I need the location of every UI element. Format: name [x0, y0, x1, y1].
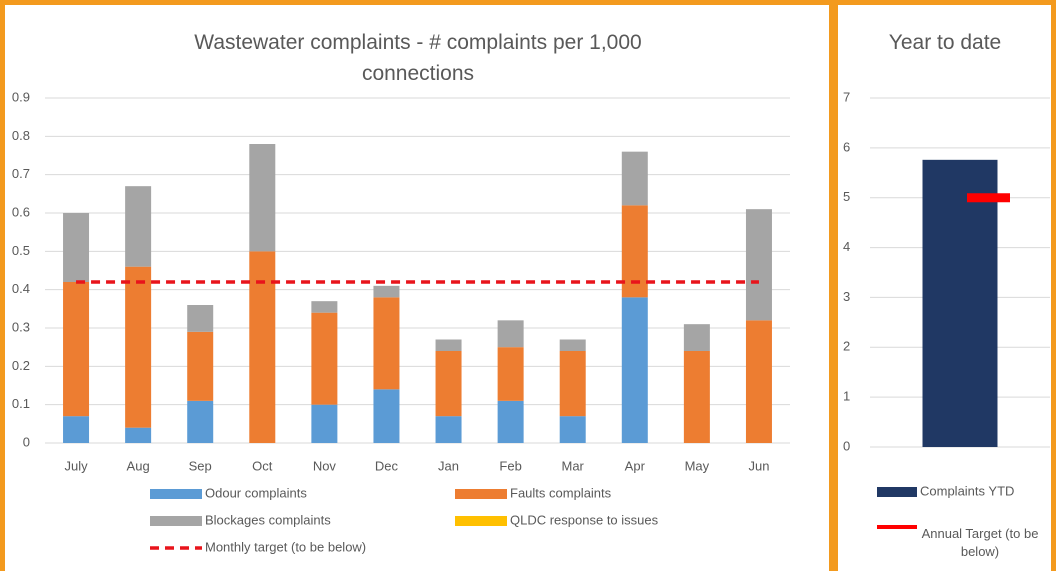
y-tick-label: 0	[23, 434, 30, 449]
y-tick-label: 1	[843, 389, 850, 404]
x-tick-label: Jan	[438, 458, 459, 473]
bar	[435, 351, 462, 417]
y-tick-label: 0.7	[12, 166, 30, 181]
y-tick-label: 0.8	[12, 128, 30, 143]
legend-swatch	[455, 489, 507, 499]
bar	[745, 209, 772, 321]
y-tick-label: 0.2	[12, 358, 30, 373]
y-tick-label: 2	[843, 339, 850, 354]
bar	[621, 297, 648, 443]
bar	[187, 331, 214, 401]
x-tick-label: Jun	[748, 458, 769, 473]
chart-title: Year to date	[888, 31, 1002, 54]
bar	[63, 282, 90, 417]
bar	[249, 251, 276, 443]
chart-title: Wastewater complaints - # complaints per…	[194, 31, 642, 85]
legend-label: Annual Target (to be below)	[921, 526, 1039, 559]
y-tick-label: 0.6	[12, 204, 30, 219]
bar	[63, 213, 90, 282]
legend-label: QLDC response to issues	[510, 512, 659, 527]
bar	[683, 324, 710, 351]
legend-label: Odour complaints	[205, 485, 307, 500]
x-tick-label: Dec	[375, 458, 399, 473]
legend-label: Monthly target (to be below)	[205, 539, 366, 554]
bar	[125, 186, 152, 267]
x-tick-label: Nov	[313, 458, 337, 473]
y-tick-label: 6	[843, 139, 850, 154]
y-tick-label: 0.4	[12, 281, 30, 296]
bar	[63, 416, 90, 443]
bar	[683, 351, 710, 443]
bar	[621, 151, 648, 206]
bar	[497, 347, 524, 401]
y-tick-label: 0	[843, 438, 850, 453]
bar	[922, 159, 998, 447]
legend-swatch	[150, 489, 202, 499]
legend-swatch	[455, 516, 507, 526]
x-tick-label: Oct	[252, 458, 273, 473]
legend-label: Complaints YTD	[920, 483, 1014, 498]
x-tick-label: Mar	[562, 458, 585, 473]
bar	[373, 285, 400, 298]
bar	[311, 404, 338, 443]
x-tick-label: Apr	[625, 458, 646, 473]
bar	[559, 416, 586, 443]
y-tick-label: 3	[843, 289, 850, 304]
y-tick-label: 0.1	[12, 396, 30, 411]
bar	[745, 320, 772, 443]
legend-swatch	[150, 516, 202, 526]
bar	[435, 416, 462, 443]
x-tick-label: Sep	[189, 458, 212, 473]
x-tick-label: May	[685, 458, 710, 473]
bar	[497, 400, 524, 443]
bar	[125, 266, 152, 428]
bar	[497, 320, 524, 348]
bar	[187, 400, 214, 443]
y-tick-label: 4	[843, 239, 850, 254]
y-tick-label: 5	[843, 189, 850, 204]
bar	[373, 297, 400, 390]
x-tick-label: July	[64, 458, 88, 473]
bar	[187, 305, 214, 332]
x-tick-label: Feb	[499, 458, 521, 473]
x-tick-label: Aug	[127, 458, 150, 473]
legend-swatch	[877, 487, 917, 497]
y-tick-label: 7	[843, 89, 850, 104]
y-tick-label: 0.9	[12, 89, 30, 104]
legend-label: Blockages complaints	[205, 512, 331, 527]
y-tick-label: 0.5	[12, 243, 30, 258]
bar	[435, 339, 462, 351]
bar	[559, 339, 586, 351]
bar	[559, 351, 586, 417]
bar	[311, 301, 338, 313]
legend-label: Faults complaints	[510, 485, 612, 500]
bar	[373, 389, 400, 443]
bar	[125, 427, 152, 443]
y-tick-label: 0.3	[12, 319, 30, 334]
bar	[311, 312, 338, 405]
bar	[249, 144, 276, 252]
